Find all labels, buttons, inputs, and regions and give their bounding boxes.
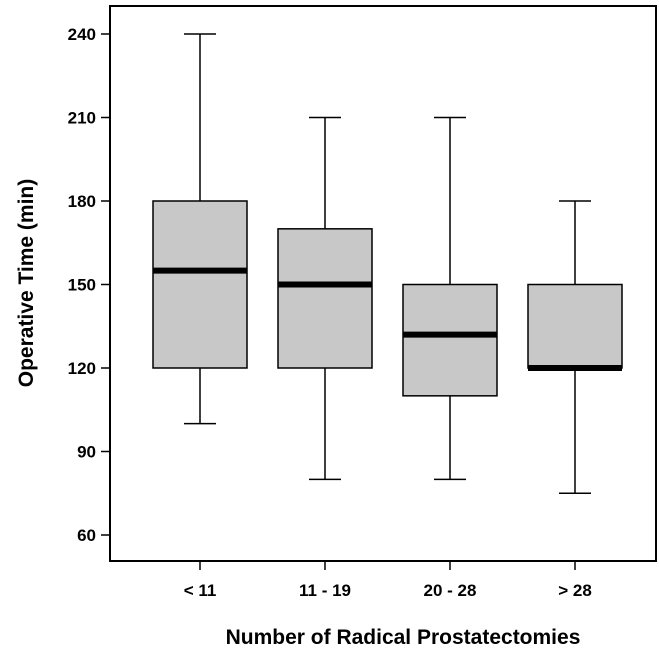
box-series [152, 33, 623, 494]
x-axis-ticks: < 11 11 - 19 20 - 28 > 28 [184, 561, 592, 600]
y-tick-label: 150 [68, 276, 96, 295]
box-2 [277, 116, 373, 481]
iqr-box [277, 228, 373, 369]
y-tick-label: 240 [68, 25, 96, 44]
y-tick-label: 210 [68, 109, 96, 128]
box-3 [402, 116, 498, 481]
iqr-box [527, 283, 623, 369]
y-axis-ticks: 60 90 120 150 180 210 240 [68, 25, 110, 545]
x-tick-label: 20 - 28 [424, 581, 477, 600]
iqr-box [152, 200, 248, 369]
box-1 [152, 33, 248, 425]
x-tick-label: 11 - 19 [299, 581, 351, 600]
x-tick-label: > 28 [558, 581, 592, 600]
x-tick-label: < 11 [184, 581, 217, 600]
x-axis-title: Number of Radical Prostatectomies [226, 626, 581, 649]
iqr-box [402, 283, 498, 397]
plot-frame [109, 5, 657, 562]
plot-area [109, 5, 657, 562]
y-axis-title: Operative Time (min) [15, 179, 38, 388]
y-tick-label: 90 [77, 443, 96, 462]
y-tick-label: 180 [68, 192, 96, 211]
y-tick-label: 120 [68, 359, 96, 378]
box-4 [527, 200, 623, 494]
y-tick-label: 60 [77, 526, 96, 545]
